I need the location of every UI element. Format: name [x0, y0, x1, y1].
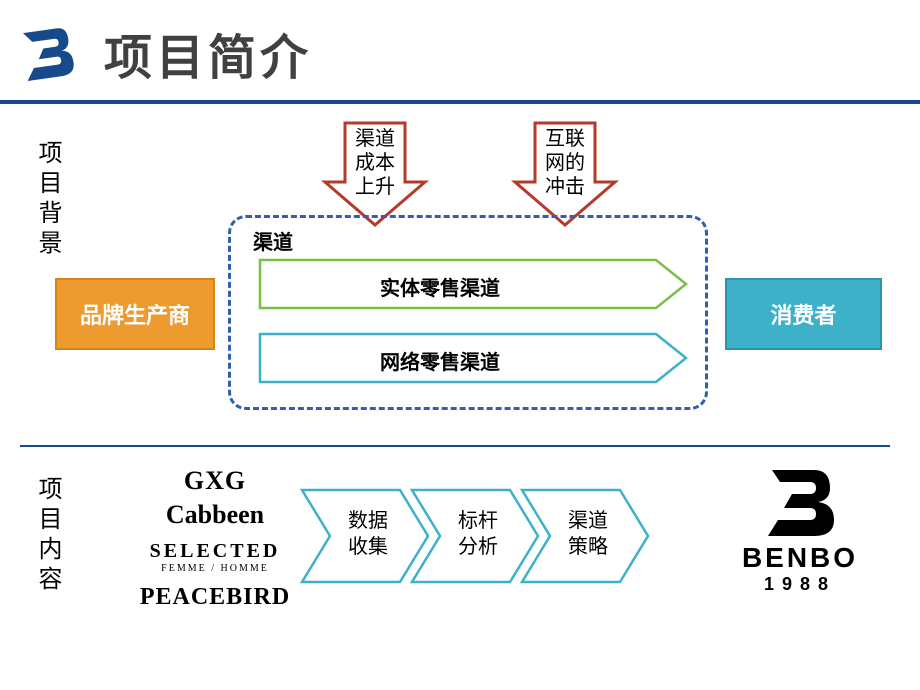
- benbo-year: 1988: [720, 574, 880, 595]
- logo-icon: [18, 24, 76, 82]
- section1-label: 项目背景: [30, 140, 65, 260]
- section2-label: 项目内容: [30, 476, 65, 596]
- header: 项目简介: [0, 0, 920, 88]
- brand-peacebird: PEACEBIRD: [125, 584, 305, 611]
- down-arrow-1-text: 渠道 成本 上升: [335, 127, 415, 199]
- channel-box-label: 渠道: [253, 226, 293, 255]
- benbo-name: BENBO: [720, 542, 880, 574]
- step-2: 标杆 分析: [448, 508, 508, 560]
- brands-list: GXG Cabbeen SELECTED FEMME / HOMME PEACE…: [125, 466, 305, 611]
- benbo-logo: BENBO 1988: [720, 468, 880, 595]
- network-channel-label: 网络零售渠道: [380, 346, 500, 375]
- brand-selected-sub: FEMME / HOMME: [125, 563, 305, 574]
- brand-selected: SELECTED: [125, 540, 305, 563]
- brand-gxg: GXG: [125, 466, 305, 496]
- physical-channel-label: 实体零售渠道: [380, 272, 500, 301]
- consumer-node: 消费者: [725, 278, 882, 350]
- page-title: 项目简介: [104, 18, 312, 88]
- producer-node: 品牌生产商: [55, 278, 215, 350]
- step-1: 数据 收集: [338, 508, 398, 560]
- process-steps: 数据 收集 标杆 分析 渠道 策略: [300, 488, 690, 589]
- section-divider: [20, 445, 890, 447]
- brand-cabbeen: Cabbeen: [125, 500, 305, 530]
- title-underline: [0, 100, 920, 104]
- down-arrow-2-text: 互联 网的 冲击: [525, 127, 605, 199]
- step-3: 渠道 策略: [558, 508, 618, 560]
- consumer-label: 消费者: [770, 298, 836, 330]
- producer-label: 品牌生产商: [80, 298, 190, 330]
